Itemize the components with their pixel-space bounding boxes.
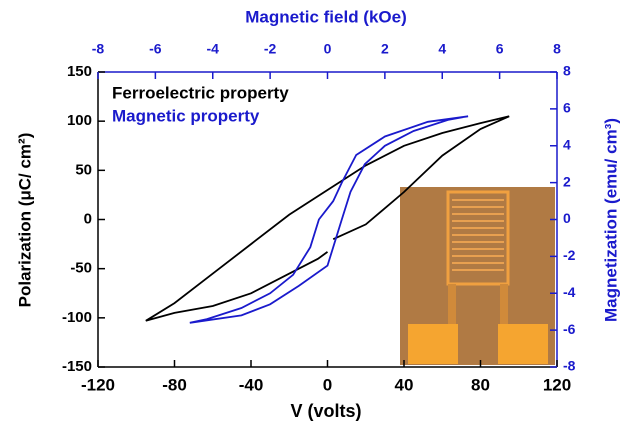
chart: Magnetic field (kOe) V (volts) Polarizat… — [0, 0, 634, 427]
y2-tick-label: 4 — [563, 136, 571, 152]
x2-tick-label: -4 — [207, 41, 220, 57]
x2-tick-label: -2 — [264, 41, 277, 57]
inset-photo — [400, 187, 555, 365]
x-tick-label: 120 — [543, 375, 571, 394]
y-tick-label: -150 — [62, 358, 92, 375]
x2-tick-label: 4 — [438, 41, 446, 57]
y-tick-label: 100 — [67, 112, 92, 129]
x2-tick-label: 6 — [496, 41, 504, 57]
legend-entry: Magnetic property — [112, 106, 260, 125]
x-tick-label: -40 — [239, 375, 264, 394]
y-tick-label: -50 — [70, 260, 92, 277]
y-axis-label: Polarization (μC/ cm²) — [15, 133, 34, 308]
y-tick-label: -100 — [62, 309, 92, 326]
x-tick-label: 0 — [323, 375, 332, 394]
x-tick-label: 80 — [471, 375, 490, 394]
x2-tick-label: -6 — [149, 41, 162, 57]
x-axis-label: V (volts) — [290, 401, 361, 421]
y2-tick-label: 0 — [563, 210, 571, 226]
x2-tick-label: -8 — [92, 41, 105, 57]
y2-tick-label: -6 — [563, 321, 576, 337]
y2-tick-label: 2 — [563, 173, 571, 189]
y2-tick-label: -8 — [563, 358, 576, 374]
y-tick-label: 50 — [75, 161, 92, 178]
y-tick-label: 0 — [84, 210, 92, 227]
y2-axis-label: Magnetization (emu/ cm³) — [601, 118, 620, 322]
legend-entry: Ferroelectric property — [112, 83, 289, 102]
y2-tick-label: 6 — [563, 100, 571, 116]
x-tick-label: -80 — [162, 375, 187, 394]
x-tick-label: -120 — [81, 375, 115, 394]
y2-tick-label: 8 — [563, 63, 571, 79]
y-tick-label: 150 — [67, 63, 92, 80]
y2-tick-label: -2 — [563, 247, 576, 263]
x2-tick-label: 0 — [324, 41, 332, 57]
x2-tick-label: 2 — [381, 41, 389, 57]
x2-axis-label: Magnetic field (kOe) — [245, 7, 407, 26]
x2-tick-label: 8 — [553, 41, 561, 57]
x-tick-label: 40 — [395, 375, 414, 394]
y2-tick-label: -4 — [563, 284, 576, 300]
